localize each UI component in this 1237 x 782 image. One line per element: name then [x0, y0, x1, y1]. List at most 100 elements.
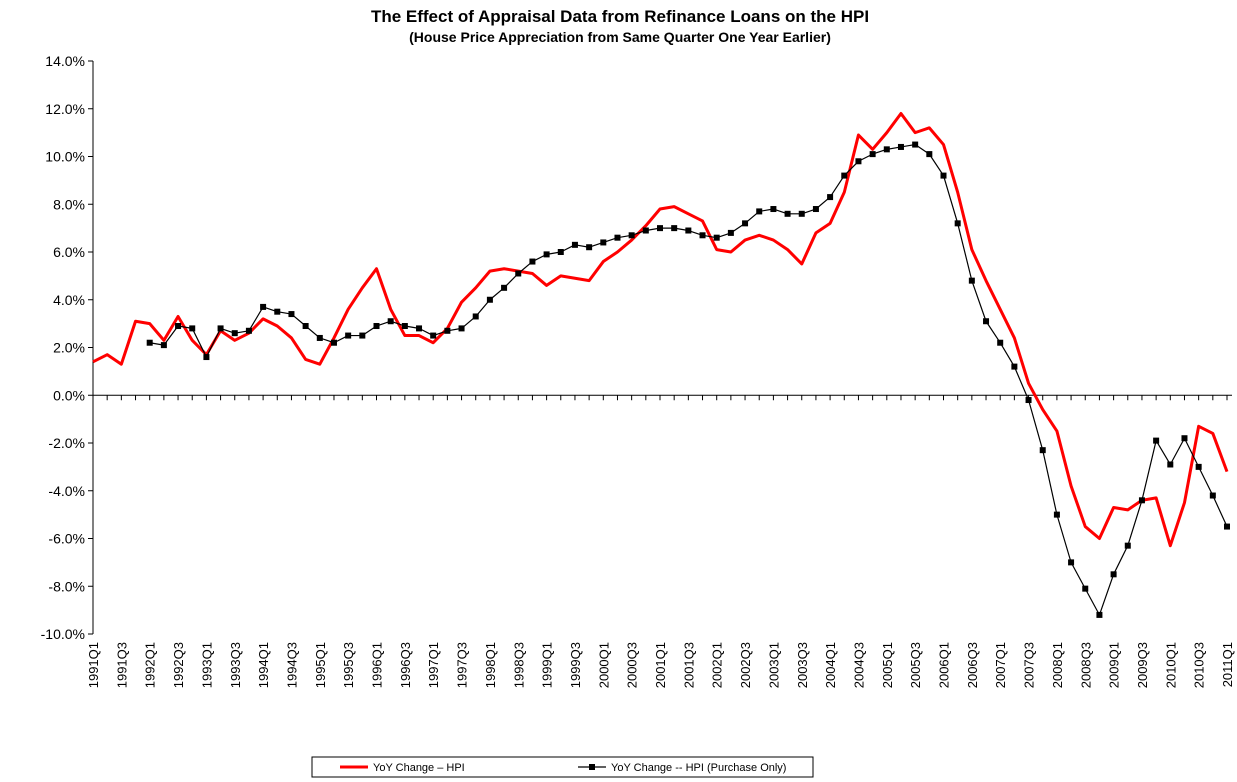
x-tick-label: 2005Q3 [908, 642, 923, 688]
x-tick-label: 1999Q1 [540, 642, 555, 688]
series-marker [926, 151, 933, 158]
series-marker [529, 258, 536, 265]
series-marker [416, 325, 423, 332]
series-marker [175, 323, 182, 330]
x-tick-label: 2004Q1 [823, 642, 838, 688]
y-tick-label: 10.0% [45, 149, 85, 165]
series-marker [1096, 611, 1103, 618]
x-tick-label: 1996Q3 [398, 642, 413, 688]
series-marker [401, 323, 408, 330]
series-marker [359, 332, 366, 339]
series-marker [657, 225, 663, 232]
x-tick-label: 1992Q3 [171, 642, 186, 688]
x-tick-label: 1991Q1 [86, 642, 101, 688]
x-tick-label: 2009Q3 [1135, 642, 1150, 688]
x-tick-label: 2000Q1 [596, 642, 611, 688]
series-marker [940, 172, 947, 179]
series-marker [586, 244, 593, 251]
series-marker [841, 172, 848, 179]
series-marker [515, 270, 522, 277]
y-tick-label: 14.0% [45, 53, 85, 69]
x-tick-label: 2005Q1 [880, 642, 895, 688]
x-tick-label: 1997Q3 [455, 642, 470, 688]
series-marker [245, 327, 252, 334]
y-tick-label: 2.0% [53, 340, 85, 356]
series-marker [1195, 463, 1202, 470]
legend-box [311, 756, 814, 778]
series-marker [345, 332, 352, 339]
x-tick-label: 2003Q3 [795, 642, 810, 688]
x-tick-label: 1993Q1 [199, 642, 214, 688]
x-tick-label: 2006Q3 [965, 642, 980, 688]
series-marker [1053, 511, 1060, 518]
series-marker [1110, 571, 1117, 578]
series-marker [827, 194, 834, 201]
series-marker [189, 325, 196, 332]
x-tick-label: 2001Q1 [653, 642, 668, 688]
series-marker [472, 313, 479, 320]
y-tick-label: 8.0% [53, 196, 85, 212]
series-marker [869, 151, 876, 158]
series-marker [557, 249, 564, 255]
series-marker [1082, 585, 1089, 592]
series-marker [316, 334, 323, 341]
x-tick-label: 2003Q1 [766, 642, 781, 688]
x-tick-label: 2007Q3 [1022, 642, 1037, 688]
series-marker [1224, 523, 1230, 530]
y-tick-label: -10.0% [41, 626, 85, 642]
y-tick-label: 4.0% [53, 292, 85, 308]
series-marker [1167, 461, 1174, 468]
y-tick-label: -4.0% [48, 483, 85, 499]
series-marker [855, 158, 862, 165]
series-marker [330, 339, 337, 346]
series-marker [373, 323, 380, 330]
x-tick-label: 2002Q1 [710, 642, 725, 688]
legend-label: YoY Change – HPI [373, 762, 465, 774]
series-marker [742, 220, 749, 227]
series-marker [614, 234, 621, 241]
series-marker [444, 327, 451, 334]
series-marker [685, 227, 692, 234]
x-tick-label: 1995Q3 [341, 642, 356, 688]
series-marker [231, 330, 238, 337]
x-tick-label: 1995Q1 [313, 642, 328, 688]
x-tick-label: 2009Q1 [1107, 642, 1122, 688]
x-tick-label: 1999Q3 [568, 642, 583, 688]
x-tick-label: 1994Q3 [284, 642, 299, 688]
series-marker [203, 354, 210, 361]
x-tick-label: 1998Q1 [483, 642, 498, 688]
series-marker [458, 325, 465, 332]
series-marker [430, 332, 437, 339]
x-tick-label: 1998Q3 [511, 642, 526, 688]
x-tick-label: 1993Q3 [228, 642, 243, 688]
series-marker [217, 325, 224, 332]
series-marker [146, 339, 153, 346]
x-tick-label: 2000Q3 [625, 642, 640, 688]
series-marker [1181, 435, 1188, 442]
series-marker [642, 227, 649, 234]
series-marker [954, 220, 961, 227]
series-marker [387, 318, 394, 325]
series-marker [883, 146, 890, 153]
series-marker [501, 284, 508, 291]
series-marker [288, 311, 295, 318]
x-tick-label: 2010Q3 [1192, 642, 1207, 688]
chart-subtitle: (House Price Appreciation from Same Quar… [409, 29, 831, 45]
series-marker [260, 303, 267, 310]
series-marker [486, 296, 493, 303]
series-marker [1124, 542, 1131, 549]
series-marker [699, 232, 706, 239]
series-marker [912, 141, 919, 148]
series-marker [1025, 397, 1032, 404]
series-marker [812, 206, 819, 213]
y-tick-label: -8.0% [48, 578, 85, 594]
series-marker [1011, 363, 1018, 370]
series-marker [1039, 447, 1046, 454]
series-marker [727, 229, 734, 236]
series-marker [983, 318, 990, 325]
x-tick-label: 1997Q1 [426, 642, 441, 688]
x-tick-label: 2007Q1 [993, 642, 1008, 688]
x-tick-label: 2004Q3 [851, 642, 866, 688]
series-marker [897, 143, 904, 150]
